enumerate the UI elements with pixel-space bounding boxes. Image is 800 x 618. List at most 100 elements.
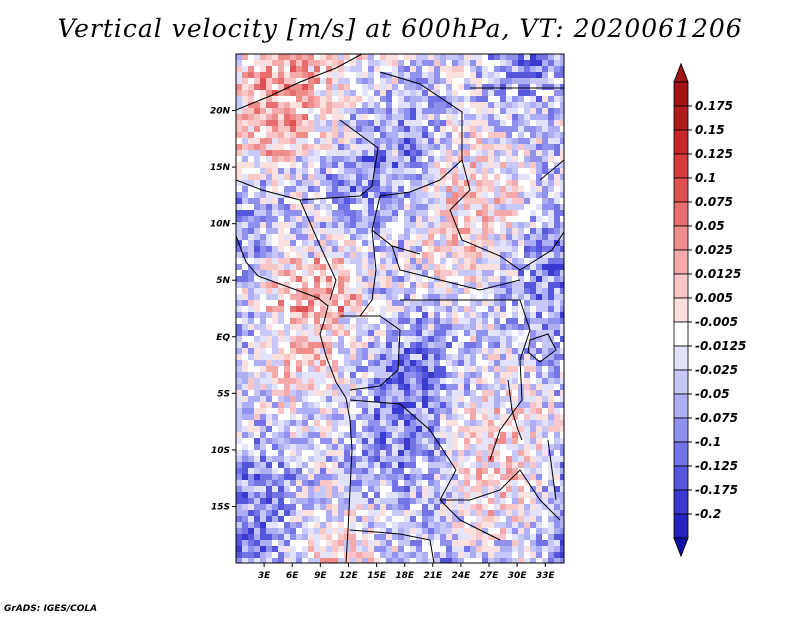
field-cell bbox=[386, 534, 392, 540]
field-cell bbox=[434, 426, 440, 432]
field-cell bbox=[368, 522, 374, 528]
field-cell bbox=[338, 210, 344, 216]
field-cell bbox=[338, 294, 344, 300]
field-cell bbox=[290, 180, 296, 186]
colorbar-swatch bbox=[673, 489, 689, 515]
field-cell bbox=[284, 252, 290, 258]
field-cell bbox=[464, 138, 470, 144]
field-cell bbox=[482, 132, 488, 138]
field-cell bbox=[314, 534, 320, 540]
field-cell bbox=[332, 438, 338, 444]
field-cell bbox=[512, 342, 518, 348]
field-cell bbox=[302, 444, 308, 450]
field-cell bbox=[506, 120, 512, 126]
lat-label: 5S bbox=[217, 389, 230, 399]
field-cell bbox=[314, 162, 320, 168]
field-cell bbox=[386, 492, 392, 498]
field-cell bbox=[524, 102, 530, 108]
field-cell bbox=[428, 510, 434, 516]
field-cell bbox=[398, 306, 404, 312]
field-cell bbox=[362, 240, 368, 246]
field-cell bbox=[560, 228, 564, 234]
field-cell bbox=[296, 102, 302, 108]
field-cell bbox=[308, 300, 314, 306]
field-cell bbox=[242, 246, 248, 252]
field-cell bbox=[386, 174, 392, 180]
field-cell bbox=[554, 324, 560, 330]
field-cell bbox=[326, 66, 332, 72]
field-cell bbox=[368, 186, 374, 192]
field-cell bbox=[518, 270, 524, 276]
field-cell bbox=[272, 264, 278, 270]
field-cell bbox=[470, 426, 476, 432]
field-cell bbox=[422, 138, 428, 144]
field-cell bbox=[326, 438, 332, 444]
field-cell bbox=[356, 210, 362, 216]
field-cell bbox=[266, 168, 272, 174]
field-cell bbox=[362, 372, 368, 378]
field-cell bbox=[536, 372, 542, 378]
field-cell bbox=[278, 66, 284, 72]
field-cell bbox=[410, 120, 416, 126]
field-cell bbox=[284, 414, 290, 420]
field-cell bbox=[368, 294, 374, 300]
field-cell bbox=[488, 510, 494, 516]
field-cell bbox=[416, 204, 422, 210]
field-cell bbox=[266, 522, 272, 528]
colorbar-label: 0.05 bbox=[695, 219, 725, 233]
field-cell bbox=[536, 126, 542, 132]
field-cell bbox=[380, 192, 386, 198]
field-cell bbox=[338, 426, 344, 432]
colorbar-label: -0.075 bbox=[695, 411, 738, 425]
field-cell bbox=[482, 54, 488, 60]
field-cell bbox=[284, 60, 290, 66]
field-cell bbox=[356, 150, 362, 156]
field-cell bbox=[236, 558, 242, 563]
field-cell bbox=[452, 360, 458, 366]
field-cell bbox=[398, 348, 404, 354]
field-cell bbox=[542, 210, 548, 216]
field-cell bbox=[524, 54, 530, 60]
field-cell bbox=[362, 474, 368, 480]
field-cell bbox=[326, 216, 332, 222]
field-cell bbox=[278, 96, 284, 102]
field-cell bbox=[386, 414, 392, 420]
field-cell bbox=[380, 324, 386, 330]
field-cell bbox=[512, 552, 518, 558]
field-cell bbox=[440, 156, 446, 162]
field-cell bbox=[236, 486, 242, 492]
field-cell bbox=[470, 444, 476, 450]
field-cell bbox=[242, 108, 248, 114]
field-cell bbox=[248, 510, 254, 516]
field-cell bbox=[260, 102, 266, 108]
field-cell bbox=[434, 192, 440, 198]
field-cell bbox=[524, 450, 530, 456]
field-cell bbox=[446, 324, 452, 330]
field-cell bbox=[266, 276, 272, 282]
field-cell bbox=[314, 144, 320, 150]
field-cell bbox=[296, 450, 302, 456]
field-cell bbox=[440, 216, 446, 222]
field-cell bbox=[506, 252, 512, 258]
field-cell bbox=[254, 114, 260, 120]
field-cell bbox=[236, 150, 242, 156]
field-cell bbox=[422, 264, 428, 270]
field-cell bbox=[278, 162, 284, 168]
field-cell bbox=[362, 276, 368, 282]
field-cell bbox=[470, 330, 476, 336]
field-cell bbox=[476, 456, 482, 462]
field-cell bbox=[554, 156, 560, 162]
field-cell bbox=[368, 108, 374, 114]
colorbar-swatch bbox=[673, 177, 689, 203]
field-cell bbox=[362, 180, 368, 186]
field-cell bbox=[350, 180, 356, 186]
field-cell bbox=[278, 126, 284, 132]
field-cell bbox=[308, 474, 314, 480]
field-cell bbox=[350, 414, 356, 420]
field-cell bbox=[488, 480, 494, 486]
field-cell bbox=[500, 186, 506, 192]
field-cell bbox=[464, 318, 470, 324]
field-cell bbox=[542, 276, 548, 282]
field-cell bbox=[314, 138, 320, 144]
field-cell bbox=[332, 432, 338, 438]
